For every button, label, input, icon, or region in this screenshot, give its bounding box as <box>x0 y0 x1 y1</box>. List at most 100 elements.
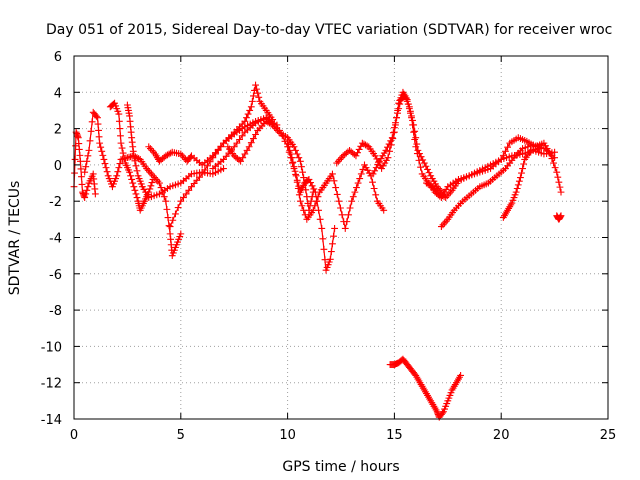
data-point <box>385 140 393 148</box>
data-point <box>410 128 418 136</box>
data-point <box>162 197 170 205</box>
data-point <box>330 232 337 240</box>
data-point <box>100 156 108 163</box>
data-point <box>354 179 362 187</box>
data-point <box>165 222 173 230</box>
data-point <box>425 169 433 177</box>
data-point <box>177 197 185 205</box>
data-point <box>409 117 416 124</box>
data-point <box>440 193 448 201</box>
data-point <box>243 114 250 122</box>
data-point <box>292 146 300 154</box>
data-point <box>81 168 89 176</box>
data-point <box>103 168 111 176</box>
data-point <box>354 149 361 157</box>
data-point <box>300 174 308 182</box>
series-arc-2 <box>81 108 185 260</box>
y-axis-label: SDTVAR / TECUs <box>7 181 23 296</box>
data-point <box>86 137 94 145</box>
data-point <box>95 133 103 141</box>
data-point <box>78 181 86 188</box>
data-point <box>172 210 179 218</box>
data-point <box>97 143 105 151</box>
data-point <box>75 146 83 153</box>
y-tick-label: 6 <box>54 50 62 65</box>
data-point <box>185 186 193 194</box>
data-point <box>355 146 363 153</box>
data-point <box>349 193 357 201</box>
data-point <box>250 92 257 100</box>
data-point <box>316 215 324 223</box>
series-arc-14 <box>499 145 544 221</box>
data-point <box>391 124 398 132</box>
data-point <box>384 143 391 151</box>
data-point <box>309 206 317 214</box>
data-point <box>320 245 328 253</box>
data-point <box>345 211 352 219</box>
data-point <box>117 132 124 140</box>
data-point <box>297 197 304 205</box>
data-point <box>169 216 177 224</box>
data-point <box>357 170 365 178</box>
data-point <box>241 150 249 158</box>
data-point <box>416 150 423 157</box>
data-point <box>343 218 351 226</box>
data-point <box>247 103 255 111</box>
data-point <box>502 147 509 155</box>
data-point <box>244 110 252 118</box>
data-point <box>369 170 377 178</box>
data-point <box>98 147 106 155</box>
data-point <box>253 85 261 93</box>
data-point <box>289 158 297 166</box>
data-point <box>130 183 138 191</box>
series-arc-1 <box>70 128 99 201</box>
data-point <box>333 190 341 198</box>
data-point <box>217 143 225 151</box>
data-point <box>77 165 85 173</box>
series-trace <box>227 120 314 211</box>
data-point <box>298 163 305 171</box>
series-arc-13 <box>437 141 558 231</box>
y-tick-label: -6 <box>49 268 62 283</box>
data-point <box>166 223 174 231</box>
data-point <box>351 188 359 196</box>
data-point <box>362 141 369 149</box>
data-point <box>209 154 217 162</box>
data-point <box>410 121 418 129</box>
data-point <box>248 97 256 105</box>
x-tick-label: 0 <box>70 428 78 443</box>
data-point <box>556 183 564 191</box>
data-point <box>292 172 300 180</box>
y-tick-label: -4 <box>49 232 62 247</box>
data-point <box>393 114 400 122</box>
data-point <box>395 105 403 113</box>
data-point <box>81 194 89 201</box>
data-point <box>148 179 156 186</box>
data-point <box>387 137 395 145</box>
data-point <box>337 204 344 212</box>
data-point <box>88 118 96 126</box>
data-point <box>298 202 306 210</box>
data-point <box>557 188 565 196</box>
data-point <box>396 100 404 108</box>
data-point <box>131 157 139 165</box>
data-point <box>131 186 139 194</box>
data-point <box>243 146 251 154</box>
data-point <box>504 143 512 151</box>
data-point <box>290 163 298 171</box>
data-point <box>129 179 137 187</box>
data-point <box>497 156 505 163</box>
data-point <box>536 145 544 152</box>
data-point <box>335 197 343 205</box>
data-point <box>230 143 238 151</box>
x-tick-label: 10 <box>279 428 296 443</box>
data-point <box>82 163 90 171</box>
data-point <box>132 162 140 170</box>
data-point <box>91 190 99 198</box>
data-point <box>252 81 259 89</box>
data-point <box>353 184 360 191</box>
data-point <box>252 131 259 138</box>
data-point <box>84 183 92 191</box>
data-point <box>348 197 356 205</box>
data-point <box>515 177 523 185</box>
